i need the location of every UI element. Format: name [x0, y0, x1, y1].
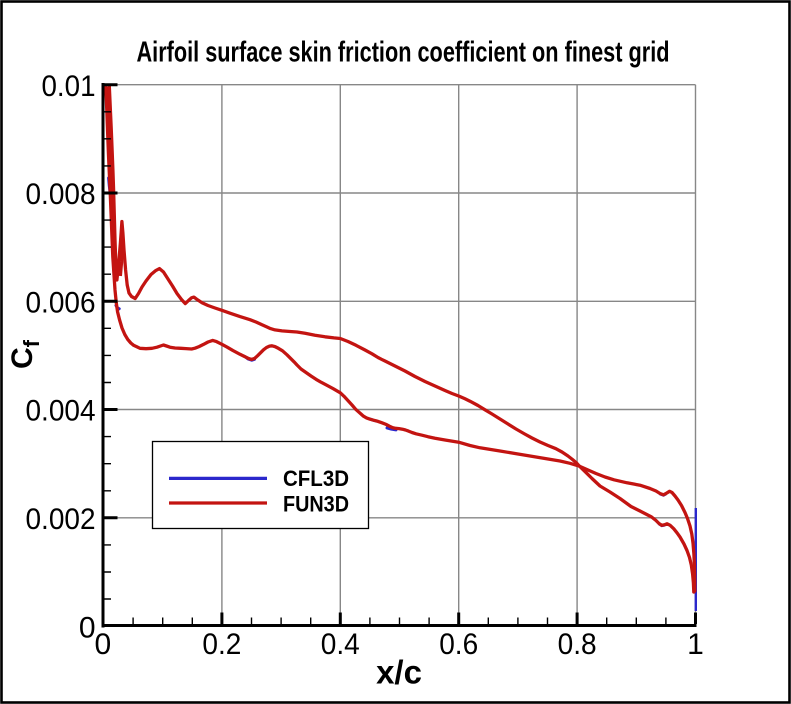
- svg-text:0.006: 0.006: [26, 287, 96, 320]
- svg-text:0: 0: [94, 628, 111, 661]
- svg-text:0: 0: [79, 611, 96, 644]
- svg-text:0.6: 0.6: [439, 628, 478, 661]
- svg-text:0.008: 0.008: [26, 178, 96, 211]
- svg-text:Airfoil surface skin friction: Airfoil surface skin friction coefficien…: [137, 37, 670, 69]
- svg-text:FUN3D: FUN3D: [283, 492, 349, 517]
- svg-text:0.01: 0.01: [42, 70, 96, 103]
- svg-text:0.4: 0.4: [321, 628, 360, 661]
- svg-text:0.002: 0.002: [26, 503, 96, 536]
- svg-text:CFL3D: CFL3D: [283, 466, 349, 491]
- svg-text:0.8: 0.8: [558, 628, 597, 661]
- svg-text:0.2: 0.2: [202, 628, 241, 661]
- svg-text:0.004: 0.004: [26, 395, 96, 428]
- svg-text:x/c: x/c: [376, 654, 422, 691]
- svg-text:1: 1: [687, 628, 704, 661]
